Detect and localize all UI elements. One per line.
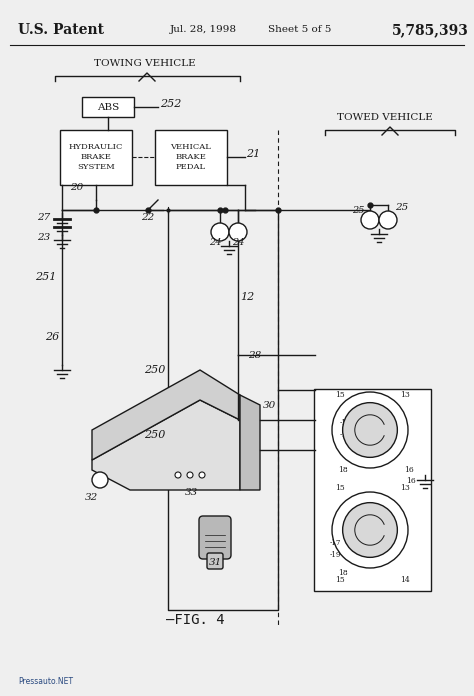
Circle shape [187,472,193,478]
Text: HYDRAULIC
BRAKE
SYSTEM: HYDRAULIC BRAKE SYSTEM [69,143,123,171]
Circle shape [229,223,247,241]
Circle shape [175,472,181,478]
Text: -19: -19 [339,419,351,427]
Text: 13: 13 [400,391,410,399]
Circle shape [361,211,379,229]
Text: TOWED VEHICLE: TOWED VEHICLE [337,113,433,122]
Text: 16: 16 [404,466,414,474]
Text: Jul. 28, 1998: Jul. 28, 1998 [170,26,237,35]
Circle shape [343,403,397,457]
Text: 251: 251 [35,272,56,282]
Text: 15: 15 [335,391,345,399]
Text: 25: 25 [352,206,364,215]
Text: 13: 13 [400,484,410,492]
Text: VEHICAL
BRAKE
PEDAL: VEHICAL BRAKE PEDAL [171,143,211,171]
FancyBboxPatch shape [60,130,132,185]
Text: U.S. Patent: U.S. Patent [18,23,104,37]
Text: —FIG. 4: —FIG. 4 [166,613,224,627]
Text: 25: 25 [395,203,408,212]
Text: ABS: ABS [97,102,119,111]
Circle shape [343,503,397,557]
Text: Sheet 5 of 5: Sheet 5 of 5 [268,26,331,35]
Circle shape [92,472,108,488]
Text: 30: 30 [263,401,276,410]
FancyBboxPatch shape [314,389,431,591]
FancyBboxPatch shape [155,130,227,185]
Text: 23: 23 [37,233,50,242]
Circle shape [332,492,408,568]
Text: 15: 15 [335,576,345,584]
Text: 24: 24 [209,238,221,247]
Text: TOWING VEHICLE: TOWING VEHICLE [94,59,196,68]
Text: 32: 32 [85,493,98,502]
FancyBboxPatch shape [199,516,231,559]
Text: 12: 12 [240,292,254,302]
Circle shape [211,223,229,241]
Text: 5,785,393: 5,785,393 [392,23,468,37]
Text: Pressauto.NET: Pressauto.NET [18,677,73,686]
Text: 252: 252 [160,99,182,109]
Text: 15: 15 [335,484,345,492]
Polygon shape [92,370,240,460]
Text: 26: 26 [45,332,59,342]
FancyBboxPatch shape [207,553,223,569]
Text: 21: 21 [246,149,260,159]
Text: -17: -17 [329,539,341,547]
Text: 18: 18 [338,569,348,577]
Text: 33: 33 [185,488,198,497]
Text: 31: 31 [210,558,223,567]
Text: 250: 250 [144,365,166,375]
Text: 24: 24 [232,238,244,247]
Polygon shape [92,400,240,490]
Text: 22: 22 [141,213,155,222]
Text: 28: 28 [248,351,261,360]
FancyBboxPatch shape [82,97,134,117]
Text: 18: 18 [338,466,348,474]
Circle shape [332,392,408,468]
Text: 14: 14 [400,576,410,584]
Text: 27: 27 [37,212,50,221]
Text: 250: 250 [144,430,166,440]
Circle shape [199,472,205,478]
Text: -19: -19 [329,551,341,559]
Circle shape [379,211,397,229]
Text: 16: 16 [406,477,416,485]
Text: 20: 20 [70,183,83,192]
Polygon shape [240,395,260,490]
Text: -17: -17 [339,431,351,439]
